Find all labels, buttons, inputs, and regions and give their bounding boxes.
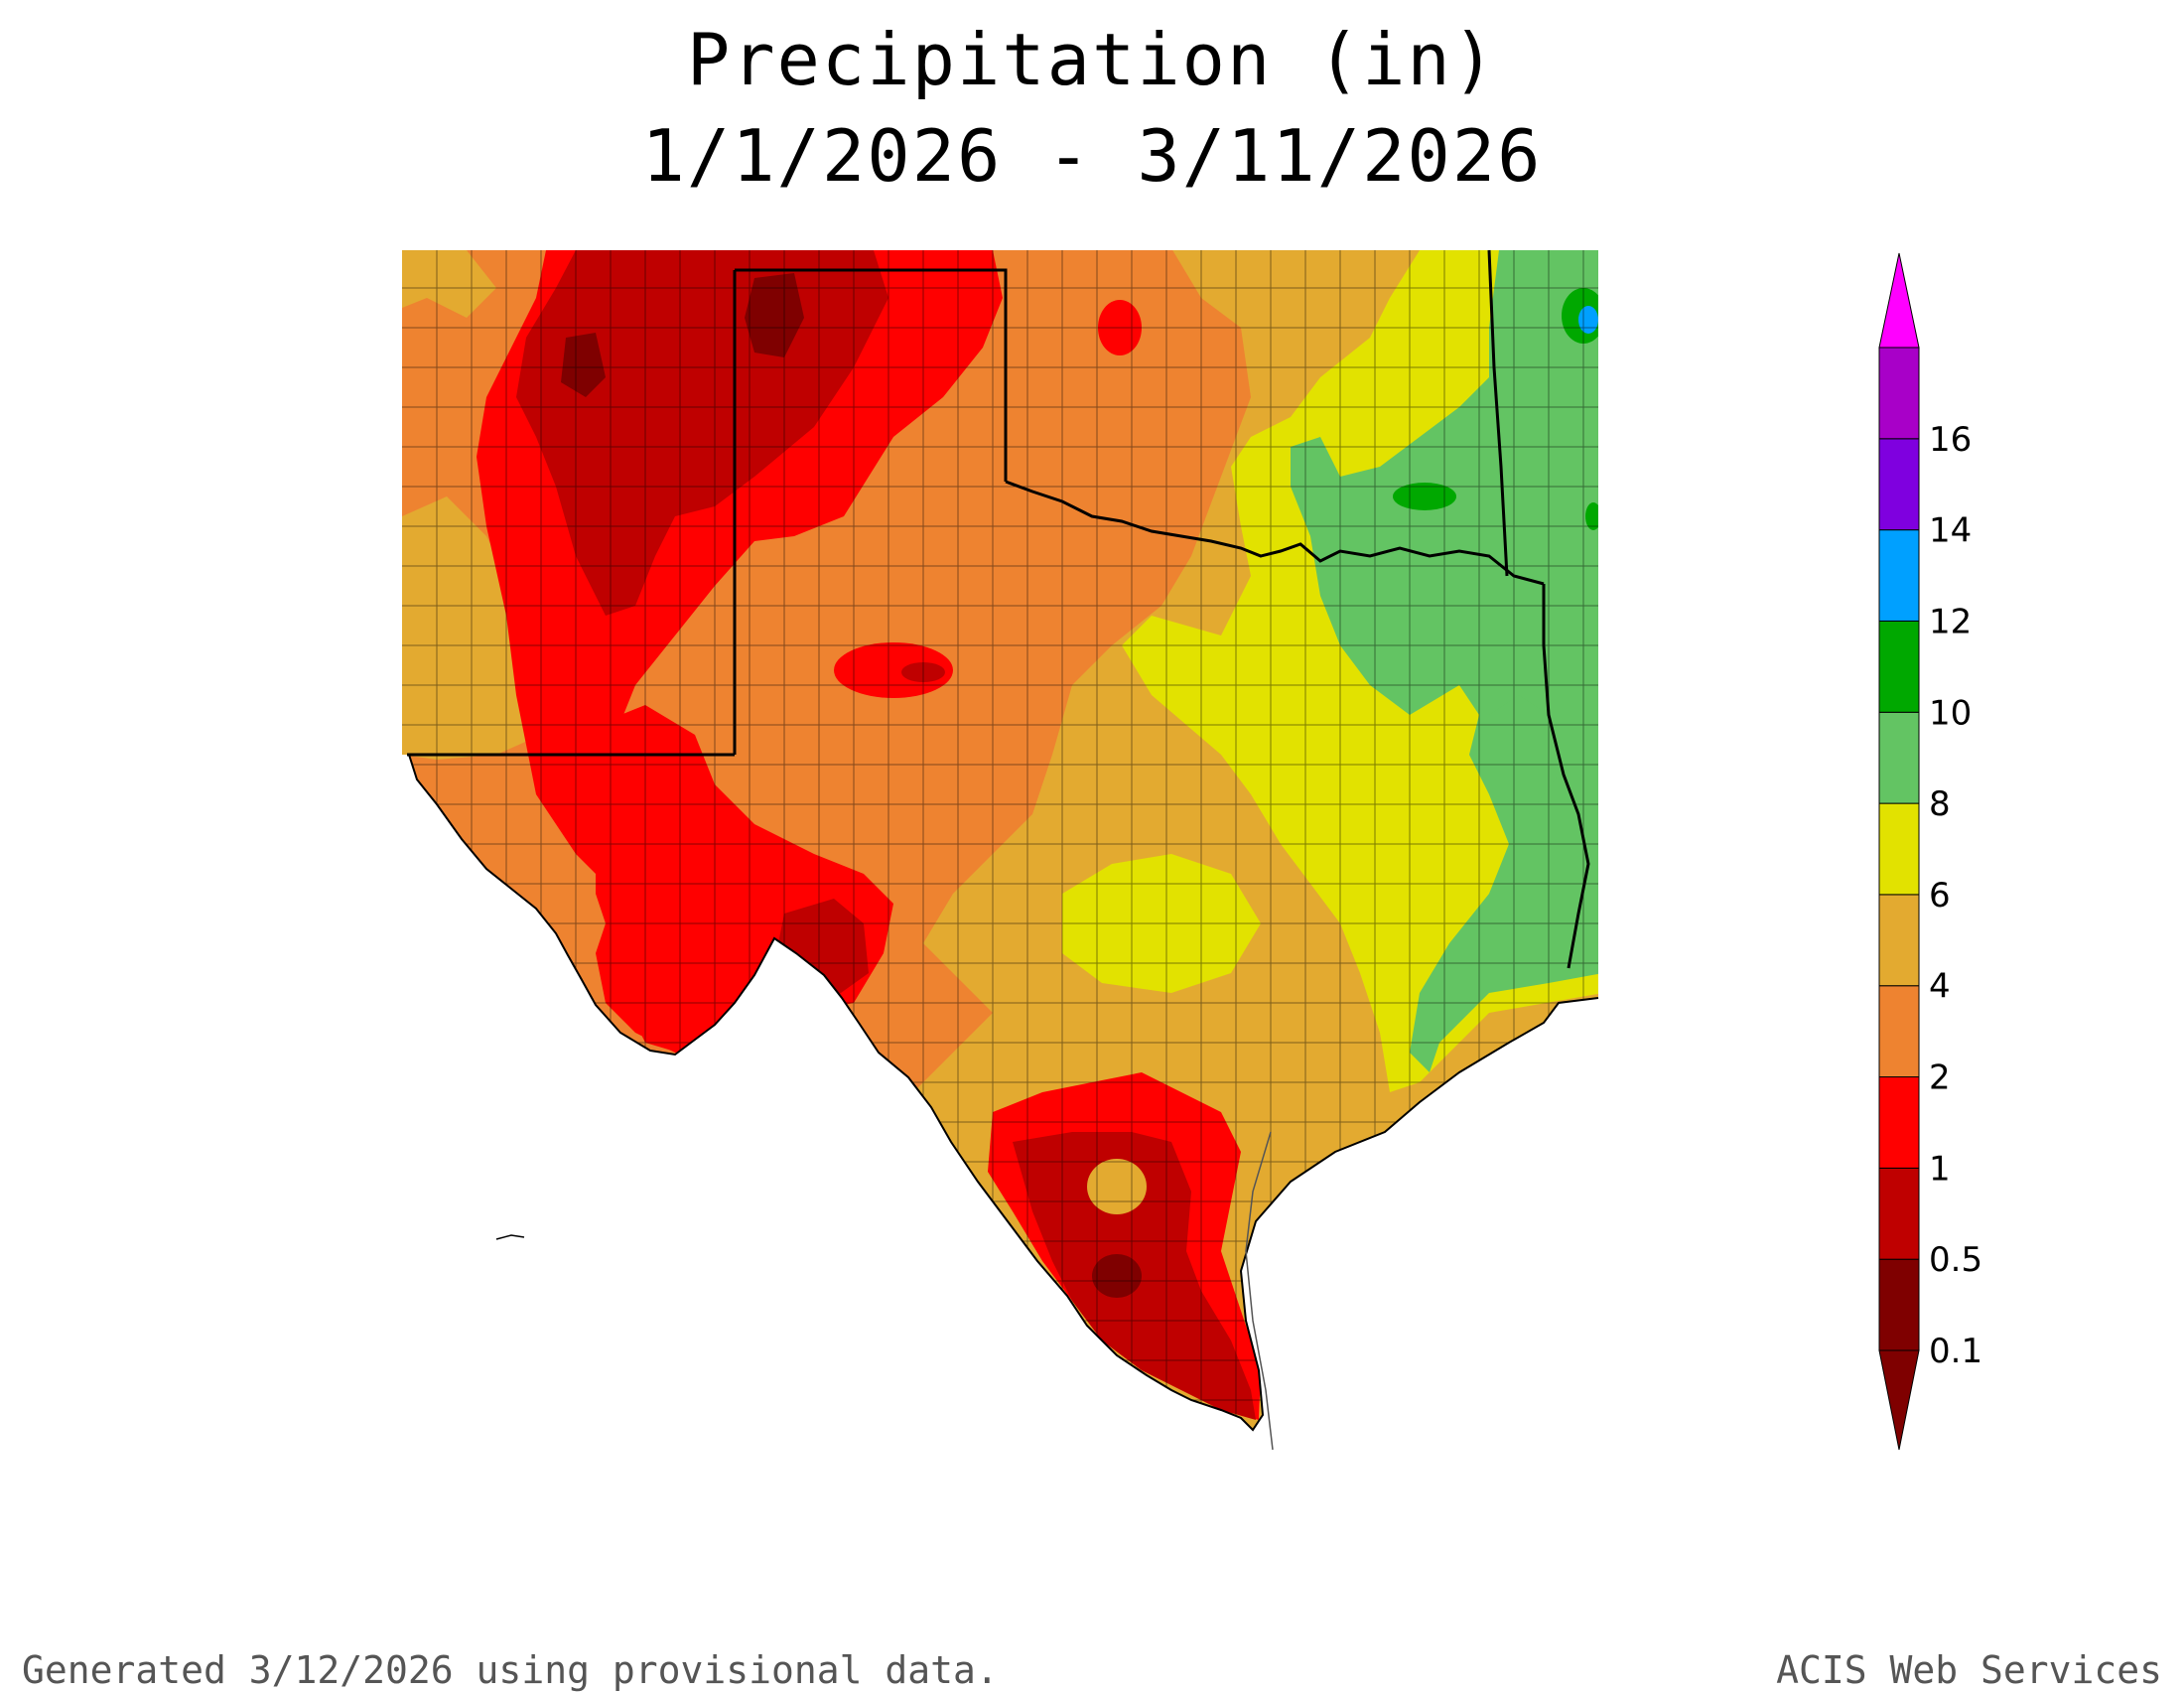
band-0.5-1-ok bbox=[1098, 300, 1142, 355]
legend-label-12: 12 bbox=[1929, 602, 1972, 641]
map-date-range: 1/1/2026 - 3/11/2026 bbox=[641, 114, 1543, 198]
band-2-4-south-island bbox=[1087, 1159, 1147, 1214]
legend-swatch-4 bbox=[1878, 894, 1920, 987]
band-0.1-0.5-north bbox=[516, 250, 888, 616]
legend-swatch-6 bbox=[1878, 802, 1920, 896]
legend-label-4: 4 bbox=[1929, 967, 1951, 1007]
band-8-10-la bbox=[1585, 502, 1598, 530]
band-lt-0.1-north bbox=[745, 273, 804, 357]
legend-swatch-10 bbox=[1878, 620, 1920, 713]
tx-panhandle-border bbox=[735, 268, 1008, 482]
legend-swatch-0.1 bbox=[1878, 1258, 1920, 1351]
legend-label-6: 6 bbox=[1929, 876, 1951, 916]
band-lt-0.1-south bbox=[1092, 1254, 1142, 1298]
band-6-8 bbox=[1291, 250, 1598, 1072]
nm-tx-border bbox=[407, 270, 737, 757]
legend-label-2: 2 bbox=[1929, 1058, 1951, 1098]
band-0.1-0.5-panhandle bbox=[901, 662, 945, 682]
legend-label-16: 16 bbox=[1929, 420, 1972, 460]
generated-note: Generated 3/12/2026 using provisional da… bbox=[22, 1648, 999, 1692]
state-borders bbox=[407, 249, 1590, 969]
band-4-6-central bbox=[1062, 854, 1261, 993]
legend-swatch-1 bbox=[1878, 1076, 1920, 1169]
map-title: Precipitation (in) bbox=[686, 18, 1498, 101]
source-credit: ACIS Web Services bbox=[1776, 1648, 2162, 1692]
region-outline bbox=[408, 754, 1599, 1432]
ok-ar-border bbox=[1487, 249, 1509, 577]
legend-arrow-above bbox=[1878, 252, 1920, 349]
legend-label-0.1: 0.1 bbox=[1929, 1332, 1982, 1371]
legend-swatch-12 bbox=[1878, 529, 1920, 622]
legend-label-1: 1 bbox=[1929, 1149, 1951, 1189]
legend-label-14: 14 bbox=[1929, 511, 1972, 551]
legend-swatch-0.5 bbox=[1878, 1167, 1920, 1260]
legend-label-10: 10 bbox=[1929, 693, 1972, 733]
band-2-4-west bbox=[402, 496, 541, 760]
legend-label-0.5: 0.5 bbox=[1929, 1240, 1982, 1280]
red-river-border bbox=[1005, 480, 1545, 586]
band-6-8-tx-ne bbox=[1489, 695, 1559, 814]
band-8-10-ok bbox=[1393, 483, 1456, 510]
legend-label-8: 8 bbox=[1929, 784, 1951, 824]
legend-swatch-8 bbox=[1878, 711, 1920, 804]
band-2-4-nw bbox=[402, 250, 496, 318]
legend-swatch-2 bbox=[1878, 985, 1920, 1078]
band-10-12-ar bbox=[1578, 306, 1598, 334]
band-0.5-1-panhandle bbox=[834, 642, 953, 698]
legend-arrow-below bbox=[1878, 1349, 1920, 1451]
barrier-islands bbox=[1245, 1131, 1274, 1451]
band-lt-0.1-nm bbox=[561, 333, 606, 397]
island-outline bbox=[495, 1234, 525, 1240]
precip-fill bbox=[402, 250, 1598, 1430]
legend-swatch-14 bbox=[1878, 438, 1920, 531]
tx-la-border bbox=[1542, 584, 1590, 969]
legend-swatch-16 bbox=[1878, 347, 1920, 440]
